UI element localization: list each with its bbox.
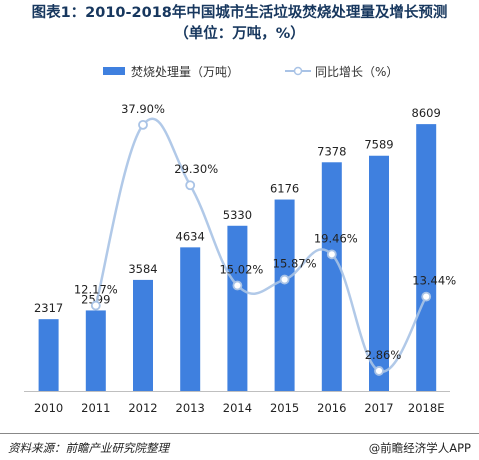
growth-marker-2015: [279, 274, 290, 285]
chart-title: 图表1：2010-2018年中国城市生活垃圾焚烧处理量及增长预测: [31, 5, 448, 21]
chart-subtitle: （单位：万吨，%）: [174, 26, 305, 42]
x-tick-label: 2011: [81, 401, 110, 415]
legend-bar-label: 焚烧处理量（万吨）: [131, 65, 239, 79]
bar-2013: [180, 247, 201, 391]
source-note: 资料来源：前瞻产业研究院整理: [8, 441, 169, 455]
bar-2014: [227, 225, 248, 391]
brand-credit: @前瞻经济学人APP: [368, 441, 471, 455]
bar-value-label: 8609: [412, 106, 441, 120]
growth-value-label: 15.87%: [273, 257, 317, 271]
growth-marker-2011: [90, 300, 101, 311]
bar-2016: [321, 162, 342, 391]
bar-value-label: 2317: [34, 301, 63, 315]
growth-value-label: 37.90%: [121, 102, 165, 116]
bar-2018E: [416, 124, 437, 391]
bar-value-label: 7589: [364, 138, 393, 152]
bar-value-label: 5330: [223, 208, 252, 222]
growth-value-label: 29.30%: [174, 162, 218, 176]
bar-2017: [369, 155, 389, 391]
bar-2010: [38, 319, 59, 391]
legend-bar-swatch: [103, 67, 125, 75]
growth-value-label: 2.86%: [365, 348, 402, 362]
growth-marker-2016: [326, 249, 337, 260]
bar-2012: [133, 279, 153, 391]
growth-value-label: 19.46%: [314, 231, 358, 245]
x-tick-label: 2016: [317, 401, 346, 415]
growth-value-label: 12.17%: [74, 283, 118, 297]
growth-marker-2017: [374, 366, 384, 376]
legend-line-label: 同比增长（%）: [315, 65, 398, 79]
footer: 资料来源：前瞻产业研究院整理 @前瞻经济学人APP: [0, 433, 479, 460]
bar-value-label: 3584: [128, 262, 157, 276]
x-tick-label: 2010: [34, 401, 63, 415]
x-tick-label: 2018E: [408, 401, 445, 415]
bar-2011: [85, 310, 106, 391]
growth-marker-2013: [185, 180, 196, 191]
growth-value-label: 15.02%: [219, 263, 263, 277]
x-tick-label: 2013: [176, 401, 205, 415]
bar-value-label: 7378: [317, 144, 346, 158]
growth-marker-2018E: [421, 291, 432, 302]
x-tick-label: 2012: [128, 401, 157, 415]
growth-marker-2012: [138, 119, 148, 130]
bar-value-label: 4634: [176, 229, 205, 243]
legend-line-marker: [293, 66, 303, 76]
bar-value-label: 2599: [81, 292, 110, 306]
x-tick-label: 2017: [364, 401, 393, 415]
x-tick-label: 2014: [223, 401, 252, 415]
x-tick-label: 2015: [270, 401, 299, 415]
growth-marker-2014: [232, 280, 243, 291]
bar-value-label: 6176: [270, 182, 299, 196]
bar-2015: [274, 199, 295, 391]
growth-value-label: 13.44%: [412, 274, 456, 288]
